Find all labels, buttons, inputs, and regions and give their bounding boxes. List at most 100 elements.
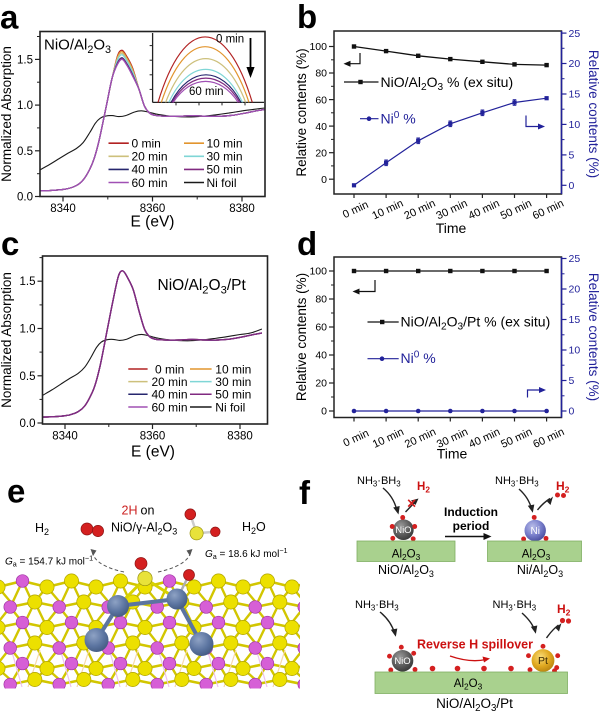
svg-text:20: 20: [315, 378, 327, 390]
svg-text:0.5: 0.5: [17, 146, 33, 158]
svg-text:1.0: 1.0: [20, 324, 36, 336]
svg-text:0 min: 0 min: [132, 137, 161, 151]
svg-text:60: 60: [315, 322, 327, 334]
svg-text:20 min: 20 min: [132, 150, 168, 164]
svg-text:NiO/Al2​O3​/Pt % (ex situ): NiO/Al2​O3​/Pt % (ex situ): [401, 314, 551, 333]
svg-text:20 min: 20 min: [152, 375, 188, 389]
svg-text:Ga​ = 154.7 kJ mol−1​: Ga​ = 154.7 kJ mol−1​: [5, 554, 93, 569]
svg-text:30 min: 30 min: [207, 150, 243, 164]
svg-text:60 min: 60 min: [152, 400, 188, 414]
svg-text:0: 0: [569, 180, 575, 192]
svg-text:Pt: Pt: [538, 655, 548, 667]
svg-text:60: 60: [315, 94, 327, 106]
svg-text:8380: 8380: [229, 203, 255, 215]
svg-text:Normalized Absorption: Normalized Absorption: [0, 272, 14, 408]
svg-text:80: 80: [315, 68, 327, 80]
svg-text:Relative contents (%): Relative contents (%): [294, 48, 309, 176]
svg-text:40: 40: [315, 121, 327, 133]
svg-text:NiO/Al2​O3​ % (ex situ): NiO/Al2​O3​ % (ex situ): [381, 74, 514, 93]
svg-text:a: a: [0, 0, 19, 36]
svg-text:60 min: 60 min: [189, 86, 224, 98]
svg-text:on: on: [141, 504, 155, 518]
svg-text:Ga​ = 18.6 kJ mol−1​: Ga​ = 18.6 kJ mol−1​: [205, 546, 288, 561]
svg-text:1.5: 1.5: [17, 54, 33, 66]
svg-text:e: e: [7, 473, 25, 510]
svg-text:Time: Time: [436, 220, 467, 236]
svg-text:0: 0: [321, 406, 327, 418]
svg-text:E (eV): E (eV): [131, 444, 175, 461]
svg-text:Ni foil: Ni foil: [215, 400, 245, 414]
svg-text:Time: Time: [437, 446, 468, 462]
svg-text:NH3​·BH3​: NH3​·BH3​: [493, 599, 537, 612]
svg-text:period: period: [453, 519, 490, 533]
svg-text:50 min: 50 min: [207, 163, 243, 177]
svg-text:8360: 8360: [140, 203, 166, 215]
svg-text:Ni/Al2​O3​: Ni/Al2​O3​: [517, 563, 563, 579]
svg-text:10: 10: [569, 345, 581, 357]
svg-text:Al2​O3​: Al2​O3​: [454, 678, 483, 692]
svg-text:80: 80: [315, 294, 327, 306]
svg-text:Normalized Absorption: Normalized Absorption: [0, 46, 14, 182]
svg-text:15: 15: [569, 314, 581, 326]
svg-text:40 min: 40 min: [132, 163, 168, 177]
svg-text:NH3​·BH3​: NH3​·BH3​: [357, 475, 401, 488]
svg-text:Reverse H spillover: Reverse H spillover: [417, 638, 533, 652]
svg-text:Ni: Ni: [530, 526, 539, 537]
svg-text:1.5: 1.5: [20, 276, 36, 288]
svg-text:15: 15: [569, 89, 581, 101]
svg-text:60 min: 60 min: [132, 176, 168, 190]
svg-text:100: 100: [309, 266, 327, 278]
svg-text:b: b: [297, 0, 317, 35]
svg-text:Relative contents (%): Relative contents (%): [586, 50, 600, 178]
svg-text:25: 25: [569, 253, 581, 265]
svg-text:20: 20: [315, 147, 327, 159]
svg-text:Al2​O3​: Al2​O3​: [522, 549, 551, 563]
svg-text:Induction: Induction: [444, 505, 498, 519]
svg-text:25: 25: [569, 28, 581, 40]
svg-text:f: f: [299, 474, 311, 511]
svg-text:8340: 8340: [52, 431, 78, 443]
svg-text:H2​O: H2​O: [242, 520, 266, 536]
svg-text:NH3​·BH3​: NH3​·BH3​: [355, 599, 399, 612]
svg-text:NiO/Al2​O3​/Pt: NiO/Al2​O3​/Pt: [436, 696, 513, 714]
svg-text:d: d: [297, 225, 317, 262]
svg-text:NH3​·BH3​: NH3​·BH3​: [495, 475, 539, 488]
svg-text:Ni foil: Ni foil: [207, 176, 237, 190]
svg-text:0.0: 0.0: [20, 418, 36, 430]
svg-text:2H: 2H: [122, 504, 138, 518]
svg-text:10 min: 10 min: [215, 362, 251, 376]
svg-text:NiO/Al2​O3​/Pt: NiO/Al2​O3​/Pt: [158, 277, 247, 296]
svg-text:NiO/Al2​O3​: NiO/Al2​O3​: [378, 563, 434, 579]
svg-text:H2​: H2​: [556, 479, 570, 495]
svg-text:40: 40: [315, 350, 327, 362]
svg-text:8340: 8340: [50, 203, 76, 215]
svg-text:20: 20: [569, 58, 581, 70]
svg-text:8380: 8380: [227, 431, 253, 443]
svg-text:NiO: NiO: [395, 525, 411, 536]
svg-text:H2​: H2​: [557, 602, 571, 618]
svg-text:0 min: 0 min: [155, 362, 184, 376]
svg-text:5: 5: [569, 375, 575, 387]
svg-text:c: c: [1, 225, 19, 262]
svg-text:10 min: 10 min: [207, 137, 243, 151]
svg-text:Ni0​ %: Ni0​ %: [381, 110, 416, 126]
svg-text:0.5: 0.5: [20, 371, 36, 383]
svg-text:5: 5: [569, 150, 575, 162]
svg-text:Relative contents (%): Relative contents (%): [586, 273, 600, 401]
svg-text:0: 0: [321, 174, 327, 186]
svg-text:0: 0: [569, 406, 575, 418]
svg-text:Al2​O3​: Al2​O3​: [392, 549, 421, 563]
svg-text:8360: 8360: [140, 431, 166, 443]
svg-text:20: 20: [569, 284, 581, 296]
svg-text:H2​: H2​: [35, 521, 49, 537]
svg-text:NiO/Al2​O3​: NiO/Al2​O3​: [44, 37, 111, 56]
svg-text:1.0: 1.0: [17, 100, 33, 112]
svg-text:Ni0​ %: Ni0​ %: [401, 350, 436, 366]
svg-text:30 min: 30 min: [215, 375, 251, 389]
svg-text:10: 10: [569, 119, 581, 131]
svg-text:Relative contents (%): Relative contents (%): [294, 273, 309, 401]
svg-text:0 min: 0 min: [216, 34, 244, 46]
svg-text:50 min: 50 min: [215, 388, 251, 402]
svg-text:E (eV): E (eV): [131, 214, 175, 231]
svg-text:NiO/γ-Al2​O3​: NiO/γ-Al2​O3​: [111, 521, 177, 537]
